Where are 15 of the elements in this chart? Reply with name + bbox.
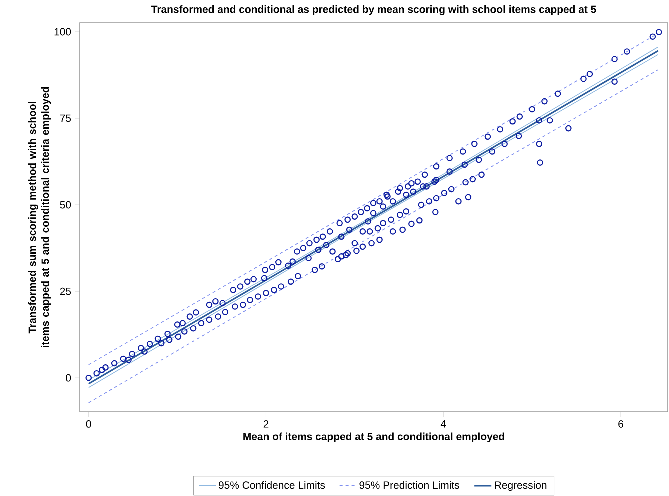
x-tick-label: 6 bbox=[618, 420, 624, 428]
y-tick-label: 50 bbox=[60, 201, 72, 209]
y-tick-label: 0 bbox=[66, 374, 72, 382]
y-tick-label: 100 bbox=[54, 28, 72, 36]
x-axis-title: Mean of items capped at 5 and conditional employed bbox=[244, 432, 504, 443]
legend-label: 95% Prediction Limits bbox=[360, 481, 460, 490]
chart-title: Transformed and conditional as predicted by mean scoring with school items capped at 5 bbox=[151, 6, 596, 16]
legend-label: Regression bbox=[495, 481, 547, 492]
y-tick-label: 25 bbox=[60, 288, 72, 296]
x-tick-label: 2 bbox=[264, 420, 269, 428]
x-tick-label: 4 bbox=[440, 420, 446, 428]
y-axis-title: Transformed sum scoring method with school items capped at 5 and conditional criteria employed bbox=[28, 87, 52, 348]
x-tick-label: 0 bbox=[86, 420, 92, 428]
y-tick-label: 75 bbox=[60, 114, 72, 122]
legend-label: 95% Confidence Limits bbox=[219, 481, 326, 490]
